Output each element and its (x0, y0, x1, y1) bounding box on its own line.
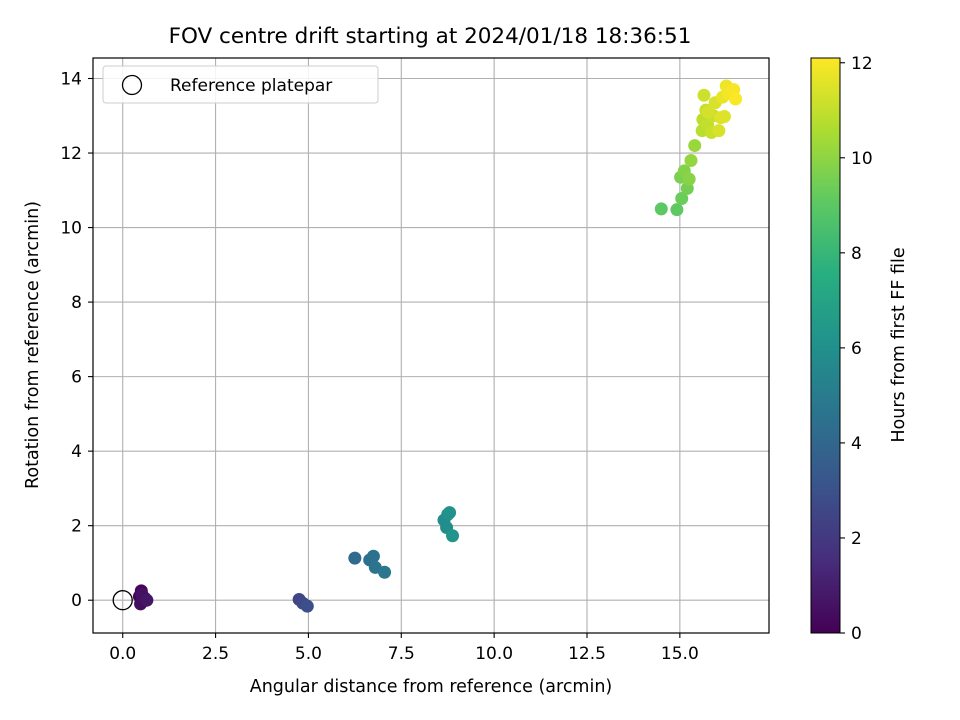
y-tick-label: 0 (71, 591, 82, 611)
y-tick-label: 2 (71, 517, 82, 537)
data-point (446, 529, 460, 543)
grid (93, 58, 769, 633)
data-point (378, 565, 392, 579)
data-point (140, 593, 154, 607)
data-point (366, 549, 380, 563)
y-axis-label: Rotation from reference (arcmin) (23, 201, 43, 489)
data-point (348, 551, 362, 565)
data-point (684, 153, 698, 167)
x-tick-label: 12.5 (568, 644, 606, 664)
y-tick-label: 8 (71, 293, 82, 313)
y-tick-label: 12 (60, 144, 82, 164)
x-tick-label: 0.0 (109, 644, 136, 664)
chart-title: FOV centre drift starting at 2024/01/18 … (169, 24, 692, 49)
y-tick-label: 6 (71, 368, 82, 388)
colorbar-gradient (810, 57, 841, 634)
data-point (654, 202, 668, 216)
x-tick-label: 15.0 (661, 644, 699, 664)
data-point (729, 92, 743, 106)
colorbar-label: Hours from first FF file (889, 247, 909, 442)
data-point (300, 599, 314, 613)
data-point (701, 105, 715, 119)
legend-label: Reference platepar (170, 76, 332, 96)
legend-marker-icon (121, 74, 143, 96)
data-point (670, 203, 684, 217)
colorbar-ticks: 0 2 4 6 8 10 12 (840, 54, 873, 644)
colorbar-tick-label: 12 (851, 54, 873, 74)
data-point (697, 88, 711, 102)
data-point (443, 506, 457, 520)
data-point (682, 172, 696, 186)
plot-frame (92, 57, 770, 634)
reference-marker (112, 590, 133, 611)
reference-point (112, 590, 133, 611)
data-points (132, 79, 743, 613)
colorbar-tick-label: 0 (851, 624, 862, 644)
data-point (712, 124, 726, 138)
colorbar-tick-label: 2 (851, 529, 862, 549)
x-axis-ticks: 0.0 2.5 5.0 7.5 10.0 12.5 15.0 (109, 633, 699, 664)
colorbar-tick-label: 4 (851, 434, 862, 454)
colorbar-tick-label: 6 (851, 339, 862, 359)
x-axis-label: Angular distance from reference (arcmin) (250, 677, 613, 697)
x-tick-label: 2.5 (202, 644, 229, 664)
legend: Reference platepar (102, 65, 379, 104)
data-point (688, 139, 702, 153)
colorbar: 0 2 4 6 8 10 12 Hours from first FF file (810, 54, 909, 644)
data-point (675, 191, 689, 205)
colorbar-tick-label: 10 (851, 149, 873, 169)
y-tick-label: 14 (60, 69, 82, 89)
x-tick-label: 10.0 (475, 644, 513, 664)
data-point (717, 110, 731, 124)
x-tick-label: 7.5 (388, 644, 415, 664)
y-tick-label: 10 (60, 219, 82, 239)
x-tick-label: 5.0 (295, 644, 322, 664)
colorbar-tick-label: 8 (851, 244, 862, 264)
y-axis-ticks: 0 2 4 6 8 10 12 14 (60, 69, 93, 611)
legend-box (102, 65, 379, 104)
y-tick-label: 4 (71, 442, 82, 462)
